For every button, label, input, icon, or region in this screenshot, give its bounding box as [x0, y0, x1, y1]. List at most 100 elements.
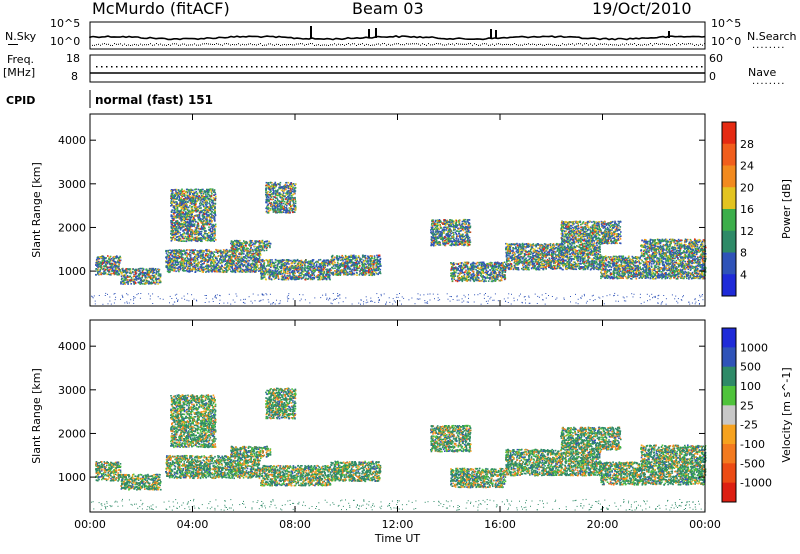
power-echo — [188, 230, 190, 232]
power-echo — [194, 238, 197, 240]
power-echo — [231, 268, 234, 271]
power-echo — [274, 196, 277, 198]
power-echo — [177, 189, 180, 191]
power-echo — [189, 226, 192, 228]
noise-search-dot — [606, 43, 607, 45]
power-echo — [178, 268, 180, 271]
power-echo — [103, 270, 105, 272]
noise-search-dot — [572, 43, 573, 45]
nsearch-dots: ........ — [752, 40, 785, 51]
power-echo — [240, 267, 242, 270]
power-echo — [173, 222, 175, 225]
power-echo — [170, 221, 172, 224]
noise-search-dot — [92, 44, 93, 46]
noise-search-dot — [484, 43, 485, 45]
power-echo — [185, 269, 188, 272]
power-echo — [202, 188, 204, 191]
power-echo — [175, 252, 177, 255]
power-echo — [188, 249, 190, 251]
freq-left-bottom-tick: 8 — [71, 70, 78, 83]
power-echo — [193, 264, 196, 267]
power-echo — [207, 191, 210, 194]
noise-search-dot — [284, 43, 285, 45]
power-echo — [179, 256, 182, 258]
power-echo — [174, 237, 176, 240]
power-echo — [291, 270, 294, 272]
nave-dot — [186, 66, 188, 68]
power-echo — [192, 202, 195, 205]
power-echo — [176, 197, 179, 200]
power-echo — [245, 254, 247, 257]
nave-dot — [266, 66, 268, 68]
power-echo — [224, 255, 226, 257]
power-echo — [288, 271, 291, 273]
power-echo — [178, 235, 181, 238]
power-echo — [277, 275, 279, 277]
power-echo — [265, 191, 267, 193]
power-echo — [180, 235, 183, 238]
power-echo — [176, 207, 179, 210]
power-echo — [185, 198, 187, 201]
nave-dot — [506, 66, 508, 68]
noise-search-dot — [486, 43, 487, 45]
power-echo — [254, 266, 256, 269]
power-echo — [100, 273, 103, 276]
nave-dot — [296, 66, 298, 68]
power-echo — [149, 267, 151, 270]
power-echo — [187, 197, 190, 199]
power-echo — [172, 200, 174, 203]
power-echo — [172, 192, 174, 194]
power-echo — [197, 221, 199, 224]
power-echo — [307, 274, 309, 276]
power-echo — [139, 277, 142, 280]
power-echo — [275, 266, 277, 269]
power-echo — [184, 223, 186, 226]
power-echo — [202, 211, 205, 214]
power-echo — [184, 206, 186, 208]
power-echo — [326, 270, 329, 272]
noise-search-dot — [406, 43, 407, 45]
power-echo — [173, 253, 176, 255]
power-echo — [187, 236, 189, 239]
power-echo — [225, 267, 227, 270]
power-echo — [177, 214, 179, 216]
power-echo — [176, 192, 179, 194]
power-echo — [176, 203, 179, 206]
power-echo — [182, 226, 184, 228]
noise-search-dot — [592, 44, 593, 46]
noise-search-dot — [400, 44, 401, 46]
power-echo — [104, 270, 106, 272]
power-echo — [177, 221, 179, 224]
power-echo — [195, 228, 197, 230]
noise-search-dot — [218, 43, 219, 45]
power-echo — [288, 191, 291, 194]
power-echo — [175, 270, 177, 273]
power-echo — [312, 272, 315, 274]
nave-dot — [386, 66, 388, 68]
noise-search-dot — [466, 43, 467, 45]
power-echo — [122, 283, 124, 285]
power-echo — [180, 220, 183, 223]
power-echo — [200, 207, 202, 209]
noise-search-dot — [378, 43, 379, 45]
power-echo — [152, 276, 155, 278]
power-echo — [177, 204, 180, 207]
power-echo — [171, 217, 173, 219]
power-echo — [278, 273, 280, 275]
power-echo — [182, 217, 185, 219]
power-echo — [263, 274, 265, 277]
power-echo — [153, 275, 156, 277]
power-echo — [178, 253, 181, 256]
power-echo — [165, 260, 167, 262]
power-echo — [301, 268, 303, 270]
power-echo — [204, 257, 206, 260]
power-echo — [200, 234, 203, 237]
power-echo — [245, 267, 248, 269]
noise-search-dot — [640, 44, 641, 46]
power-echo — [268, 209, 271, 212]
power-echo — [178, 240, 180, 242]
power-echo — [295, 268, 297, 270]
nave-dot — [461, 66, 463, 68]
power-echo — [170, 224, 173, 227]
power-echo — [187, 227, 190, 229]
